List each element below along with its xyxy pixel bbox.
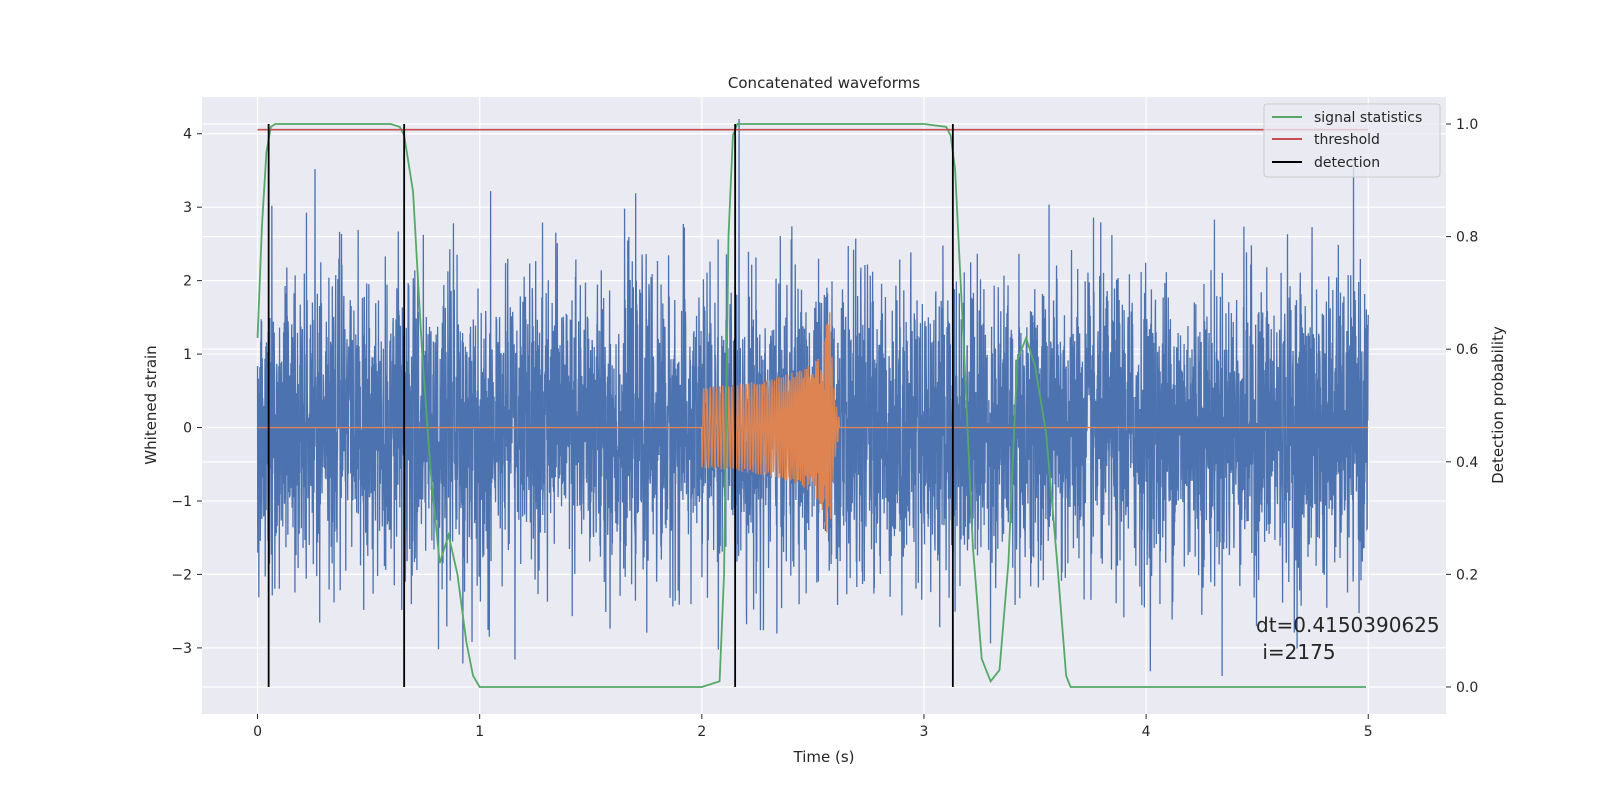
legend-label-signal-statistics: signal statistics <box>1314 110 1422 126</box>
x-tick-label-3: 3 <box>920 724 929 740</box>
y-left-tick-label-5: 2 <box>183 274 192 290</box>
legend-label-detection: detection <box>1314 155 1380 171</box>
y-right-tick-label-4: 0.8 <box>1456 230 1478 246</box>
y-left-axis-ticks: −3 −2 −1 0 1 2 3 4 <box>171 127 202 657</box>
y-left-axis-label: Whitened strain <box>142 345 160 464</box>
template-waveform-line <box>257 312 1369 533</box>
detection-series <box>267 124 954 687</box>
x-tick-label-1: 1 <box>475 724 484 740</box>
y-right-axis-ticks: 0.0 0.2 0.4 0.6 0.8 1.0 <box>1446 117 1478 696</box>
x-tick-label-4: 4 <box>1142 724 1151 740</box>
y-left-tick-label-1: −2 <box>171 567 192 583</box>
y-left-tick-label-6: 3 <box>183 200 192 216</box>
y-right-tick-label-5: 1.0 <box>1456 117 1478 133</box>
x-axis-ticks: 0 1 2 3 4 5 <box>253 714 1373 740</box>
annotation-dt: dt=0.4150390625 <box>1256 613 1440 637</box>
y-right-tick-label-3: 0.6 <box>1456 342 1478 358</box>
y-right-tick-label-0: 0.0 <box>1456 680 1478 696</box>
y-right-tick-label-2: 0.4 <box>1456 455 1478 471</box>
x-tick-label-2: 2 <box>697 724 706 740</box>
y-left-tick-label-3: 0 <box>183 421 192 437</box>
signal-statistics-series <box>256 123 1367 688</box>
legend-box <box>1263 103 1441 178</box>
legend: signal statistics threshold detection <box>1263 103 1441 178</box>
y-right-axis-label: Detection probability <box>1489 326 1507 484</box>
x-tick-label-5: 5 <box>1364 724 1373 740</box>
template-waveform-series <box>257 312 1369 533</box>
x-tick-label-0: 0 <box>253 724 262 740</box>
signal-statistics-line <box>256 123 1367 688</box>
chart-title: Concatenated waveforms <box>728 74 920 92</box>
y-left-tick-label-2: −1 <box>171 494 192 510</box>
y-left-tick-label-7: 4 <box>183 127 192 143</box>
annotation-index: i=2175 <box>1256 640 1336 664</box>
y-left-tick-label-4: 1 <box>183 347 192 363</box>
y-left-tick-label-0: −3 <box>171 641 192 657</box>
legend-label-threshold: threshold <box>1314 132 1380 148</box>
x-axis-label: Time (s) <box>793 748 855 766</box>
y-right-tick-label-1: 0.2 <box>1456 567 1478 583</box>
